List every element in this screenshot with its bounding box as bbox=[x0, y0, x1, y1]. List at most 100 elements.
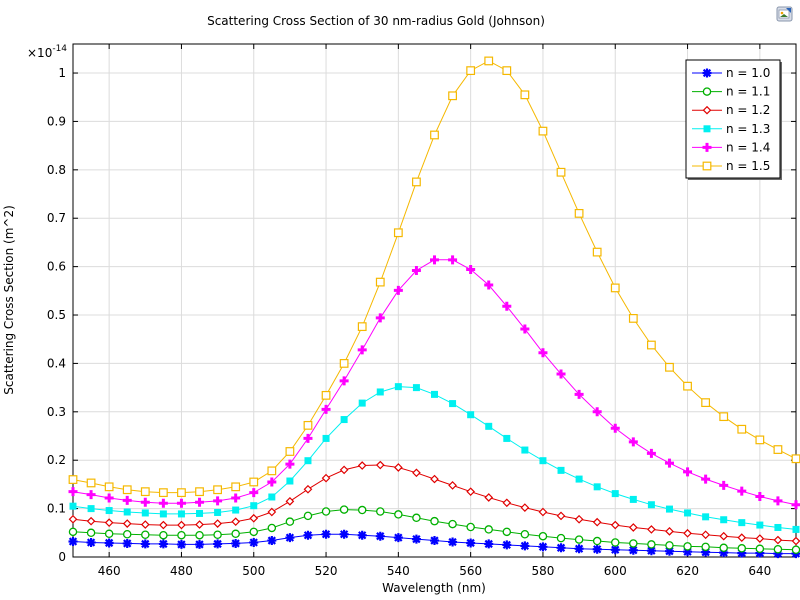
data-point bbox=[358, 399, 366, 407]
legend-marker bbox=[702, 142, 712, 152]
data-point bbox=[105, 507, 113, 515]
data-point bbox=[285, 447, 295, 456]
data-point bbox=[629, 539, 638, 548]
data-point bbox=[158, 498, 168, 508]
data-point bbox=[322, 434, 330, 442]
data-point bbox=[701, 542, 710, 552]
data-point bbox=[68, 514, 78, 524]
data-point bbox=[466, 265, 476, 275]
data-point bbox=[466, 522, 475, 532]
legend-entry: n = 1.2 bbox=[692, 103, 770, 117]
data-point bbox=[773, 496, 783, 506]
data-point bbox=[340, 416, 348, 424]
x-axis-label: Wavelength (nm) bbox=[382, 581, 486, 595]
data-point bbox=[448, 91, 457, 101]
data-point bbox=[123, 508, 131, 516]
x-tick-label: 460 bbox=[98, 564, 121, 578]
data-point bbox=[159, 530, 168, 540]
data-point bbox=[285, 533, 295, 543]
data-point bbox=[538, 507, 548, 517]
data-point bbox=[357, 530, 367, 540]
data-point bbox=[610, 423, 620, 433]
data-point bbox=[339, 376, 349, 386]
data-point bbox=[719, 548, 729, 558]
data-point bbox=[412, 468, 421, 478]
data-point bbox=[393, 533, 403, 543]
data-point bbox=[755, 435, 765, 445]
data-point bbox=[683, 467, 693, 477]
data-point bbox=[665, 505, 673, 513]
data-point bbox=[412, 177, 421, 187]
data-point bbox=[303, 420, 313, 430]
data-point bbox=[539, 457, 547, 465]
data-point bbox=[231, 482, 241, 492]
data-point bbox=[592, 407, 602, 417]
data-point bbox=[321, 390, 331, 400]
data-point bbox=[430, 536, 439, 546]
data-point bbox=[773, 545, 783, 554]
data-point bbox=[159, 520, 168, 530]
data-point bbox=[104, 482, 114, 492]
data-point bbox=[357, 461, 367, 470]
data-point bbox=[593, 483, 601, 491]
data-point bbox=[502, 498, 512, 508]
data-point bbox=[393, 285, 403, 295]
legend-label: n = 1.5 bbox=[726, 159, 770, 173]
legend-entry: n = 1.4 bbox=[692, 140, 770, 154]
data-point bbox=[755, 544, 765, 554]
data-point bbox=[556, 167, 566, 177]
data-point bbox=[176, 539, 186, 549]
data-point bbox=[503, 434, 511, 442]
data-point bbox=[394, 383, 402, 391]
data-point bbox=[502, 527, 512, 537]
data-point bbox=[339, 359, 349, 368]
data-point bbox=[520, 541, 530, 551]
data-point bbox=[303, 511, 313, 521]
data-point bbox=[140, 487, 150, 497]
data-point bbox=[485, 422, 493, 430]
legend-marker bbox=[703, 125, 711, 133]
data-point bbox=[574, 389, 584, 399]
data-point bbox=[538, 542, 548, 552]
data-point bbox=[792, 525, 800, 533]
x-tick-label: 600 bbox=[604, 564, 627, 578]
data-point bbox=[122, 530, 132, 539]
data-point bbox=[104, 529, 114, 539]
legend-entry: n = 1.1 bbox=[692, 85, 770, 99]
data-point bbox=[701, 530, 710, 540]
x-tick-label: 540 bbox=[387, 564, 410, 578]
data-point bbox=[231, 529, 240, 539]
data-point bbox=[411, 534, 421, 544]
data-point bbox=[737, 548, 747, 558]
data-point bbox=[646, 546, 656, 556]
data-point bbox=[592, 517, 602, 527]
data-point bbox=[177, 520, 186, 530]
data-point bbox=[69, 502, 77, 510]
image-export-icon[interactable] bbox=[776, 6, 793, 22]
data-point bbox=[213, 485, 223, 495]
data-point bbox=[574, 208, 584, 218]
data-point bbox=[791, 545, 800, 554]
data-point bbox=[394, 463, 403, 472]
data-point bbox=[231, 493, 241, 503]
y-tick-label: 0.2 bbox=[47, 453, 66, 467]
data-point bbox=[755, 548, 765, 558]
data-point bbox=[249, 537, 259, 547]
data-point bbox=[104, 493, 114, 503]
data-point bbox=[122, 538, 132, 548]
legend-entry: n = 1.0 bbox=[692, 66, 770, 80]
data-point bbox=[557, 466, 565, 474]
data-point bbox=[556, 543, 566, 553]
data-point bbox=[122, 485, 132, 495]
data-point bbox=[502, 301, 512, 311]
y-tick-label: 0.3 bbox=[47, 405, 66, 419]
data-point bbox=[665, 541, 674, 550]
data-point bbox=[87, 505, 95, 513]
data-point bbox=[646, 448, 656, 458]
data-point bbox=[484, 525, 493, 534]
data-point bbox=[520, 530, 530, 539]
data-point bbox=[249, 477, 259, 487]
data-point bbox=[122, 495, 132, 505]
data-point bbox=[158, 539, 168, 549]
data-point bbox=[267, 477, 277, 487]
